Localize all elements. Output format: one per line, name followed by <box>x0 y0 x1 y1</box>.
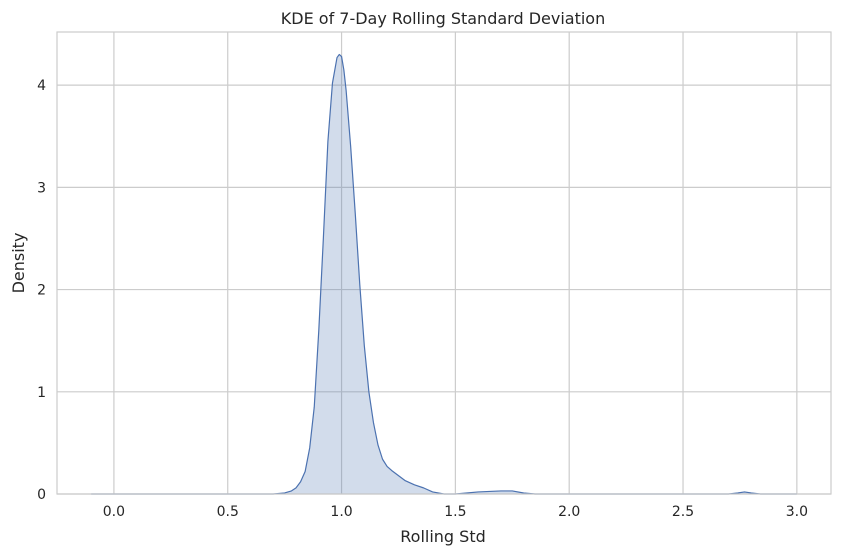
grid-lines <box>57 32 831 495</box>
tick-labels: 0.0 0.5 1.0 1.5 2.0 2.5 3.0 0 1 2 3 4 <box>37 78 808 520</box>
x-axis-label: Rolling Std <box>400 527 486 546</box>
y-tick-label: 4 <box>37 78 46 94</box>
x-tick-label: 2.5 <box>672 504 694 520</box>
density-area <box>91 53 797 495</box>
x-tick-label: 0.0 <box>103 504 125 520</box>
y-tick-label: 3 <box>37 180 46 196</box>
density-fill <box>91 54 797 495</box>
x-tick-label: 1.0 <box>330 504 352 520</box>
y-axis-label: Density <box>9 233 28 294</box>
density-line <box>91 53 797 495</box>
y-tick-label: 1 <box>37 385 46 401</box>
chart-title: KDE of 7-Day Rolling Standard Deviation <box>281 9 605 28</box>
x-tick-label: 0.5 <box>217 504 239 520</box>
x-tick-label: 1.5 <box>444 504 466 520</box>
x-tick-label: 2.0 <box>558 504 580 520</box>
x-tick-label: 3.0 <box>786 504 808 520</box>
y-tick-label: 2 <box>37 283 46 299</box>
y-tick-label: 0 <box>37 487 46 503</box>
plot-area-frame <box>56 31 832 495</box>
